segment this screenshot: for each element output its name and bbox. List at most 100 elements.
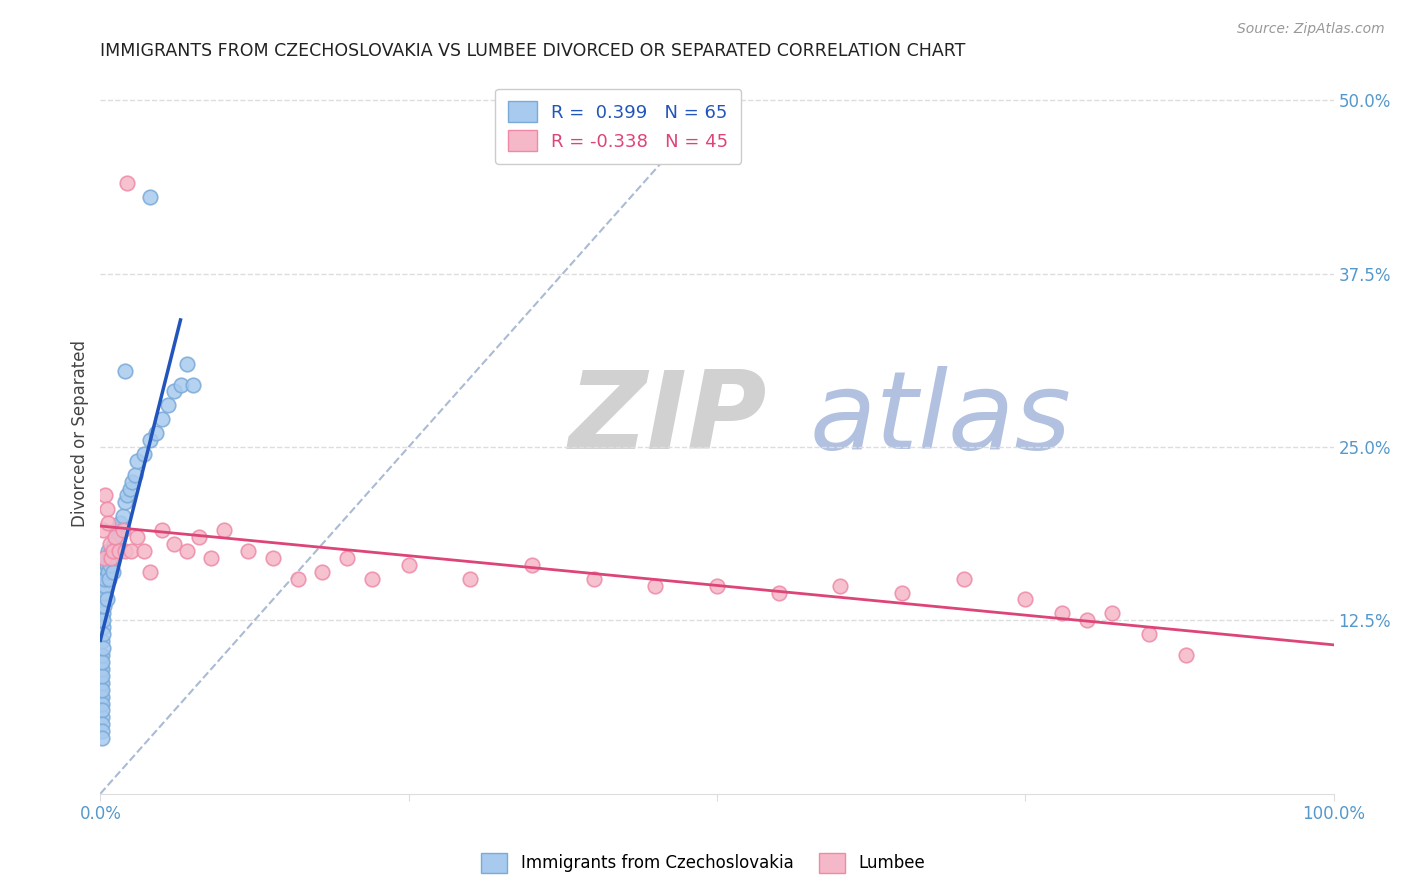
- Point: [127, 530, 149, 544]
- Point: [176, 544, 198, 558]
- Point: [520, 558, 543, 572]
- Point: [124, 467, 146, 482]
- Point: [91, 648, 114, 662]
- Point: [90, 682, 112, 697]
- Point: [1174, 648, 1197, 662]
- Point: [145, 425, 167, 440]
- Text: IMMIGRANTS FROM CZECHOSLOVAKIA VS LUMBEE DIVORCED OR SEPARATED CORRELATION CHART: IMMIGRANTS FROM CZECHOSLOVAKIA VS LUMBEE…: [100, 42, 966, 60]
- Point: [138, 433, 160, 447]
- Point: [93, 572, 115, 586]
- Point: [96, 558, 118, 572]
- Point: [398, 558, 420, 572]
- Point: [114, 544, 136, 558]
- Point: [97, 544, 120, 558]
- Point: [91, 607, 114, 621]
- Point: [91, 620, 114, 634]
- Point: [93, 613, 115, 627]
- Point: [94, 572, 117, 586]
- Point: [97, 565, 120, 579]
- Point: [97, 516, 120, 531]
- Point: [150, 412, 173, 426]
- Point: [311, 565, 333, 579]
- Legend: R =  0.399   N = 65, R = -0.338   N = 45: R = 0.399 N = 65, R = -0.338 N = 45: [495, 88, 741, 164]
- Point: [890, 585, 912, 599]
- Point: [93, 585, 115, 599]
- Text: atlas: atlas: [810, 366, 1071, 471]
- Point: [91, 682, 114, 697]
- Point: [212, 523, 235, 537]
- Point: [238, 544, 260, 558]
- Point: [138, 565, 160, 579]
- Text: Source: ZipAtlas.com: Source: ZipAtlas.com: [1237, 22, 1385, 37]
- Point: [1101, 607, 1123, 621]
- Point: [91, 640, 114, 655]
- Point: [90, 710, 112, 724]
- Point: [181, 377, 204, 392]
- Point: [94, 565, 117, 579]
- Point: [91, 627, 114, 641]
- Point: [98, 558, 121, 572]
- Point: [287, 572, 309, 586]
- Point: [188, 530, 211, 544]
- Point: [90, 690, 112, 704]
- Point: [118, 482, 141, 496]
- Point: [93, 550, 115, 565]
- Point: [132, 447, 155, 461]
- Point: [108, 544, 131, 558]
- Point: [91, 669, 114, 683]
- Point: [200, 550, 222, 565]
- Point: [262, 550, 284, 565]
- Point: [1050, 607, 1073, 621]
- Point: [111, 523, 134, 537]
- Point: [582, 572, 605, 586]
- Point: [94, 488, 117, 502]
- Point: [101, 565, 124, 579]
- Point: [176, 357, 198, 371]
- Point: [108, 530, 131, 544]
- Point: [1076, 613, 1098, 627]
- Point: [127, 454, 149, 468]
- Point: [132, 544, 155, 558]
- Point: [91, 523, 114, 537]
- Point: [90, 675, 112, 690]
- Point: [98, 572, 121, 586]
- Point: [90, 690, 112, 704]
- Point: [108, 516, 131, 531]
- Point: [104, 544, 127, 558]
- Point: [104, 530, 127, 544]
- Point: [90, 669, 112, 683]
- Point: [93, 579, 115, 593]
- Point: [90, 703, 112, 717]
- Point: [91, 634, 114, 648]
- Point: [121, 475, 143, 489]
- Point: [100, 550, 122, 565]
- Point: [458, 572, 481, 586]
- Point: [94, 550, 117, 565]
- Point: [706, 579, 728, 593]
- Point: [90, 662, 112, 676]
- Point: [96, 592, 118, 607]
- Point: [360, 572, 382, 586]
- Point: [1137, 627, 1160, 641]
- Point: [114, 364, 136, 378]
- Point: [93, 599, 115, 614]
- Point: [98, 550, 121, 565]
- Point: [90, 731, 112, 746]
- Point: [117, 177, 139, 191]
- Point: [768, 585, 790, 599]
- Point: [101, 544, 124, 558]
- Point: [157, 398, 180, 412]
- Point: [98, 537, 121, 551]
- Point: [91, 655, 114, 669]
- Point: [163, 537, 186, 551]
- Point: [114, 495, 136, 509]
- Point: [90, 697, 112, 711]
- Point: [90, 648, 112, 662]
- Point: [117, 488, 139, 502]
- Point: [91, 592, 114, 607]
- Point: [644, 579, 666, 593]
- Legend: Immigrants from Czechoslovakia, Lumbee: Immigrants from Czechoslovakia, Lumbee: [474, 847, 932, 880]
- Point: [90, 717, 112, 731]
- Point: [163, 384, 186, 399]
- Y-axis label: Divorced or Separated: Divorced or Separated: [72, 340, 89, 526]
